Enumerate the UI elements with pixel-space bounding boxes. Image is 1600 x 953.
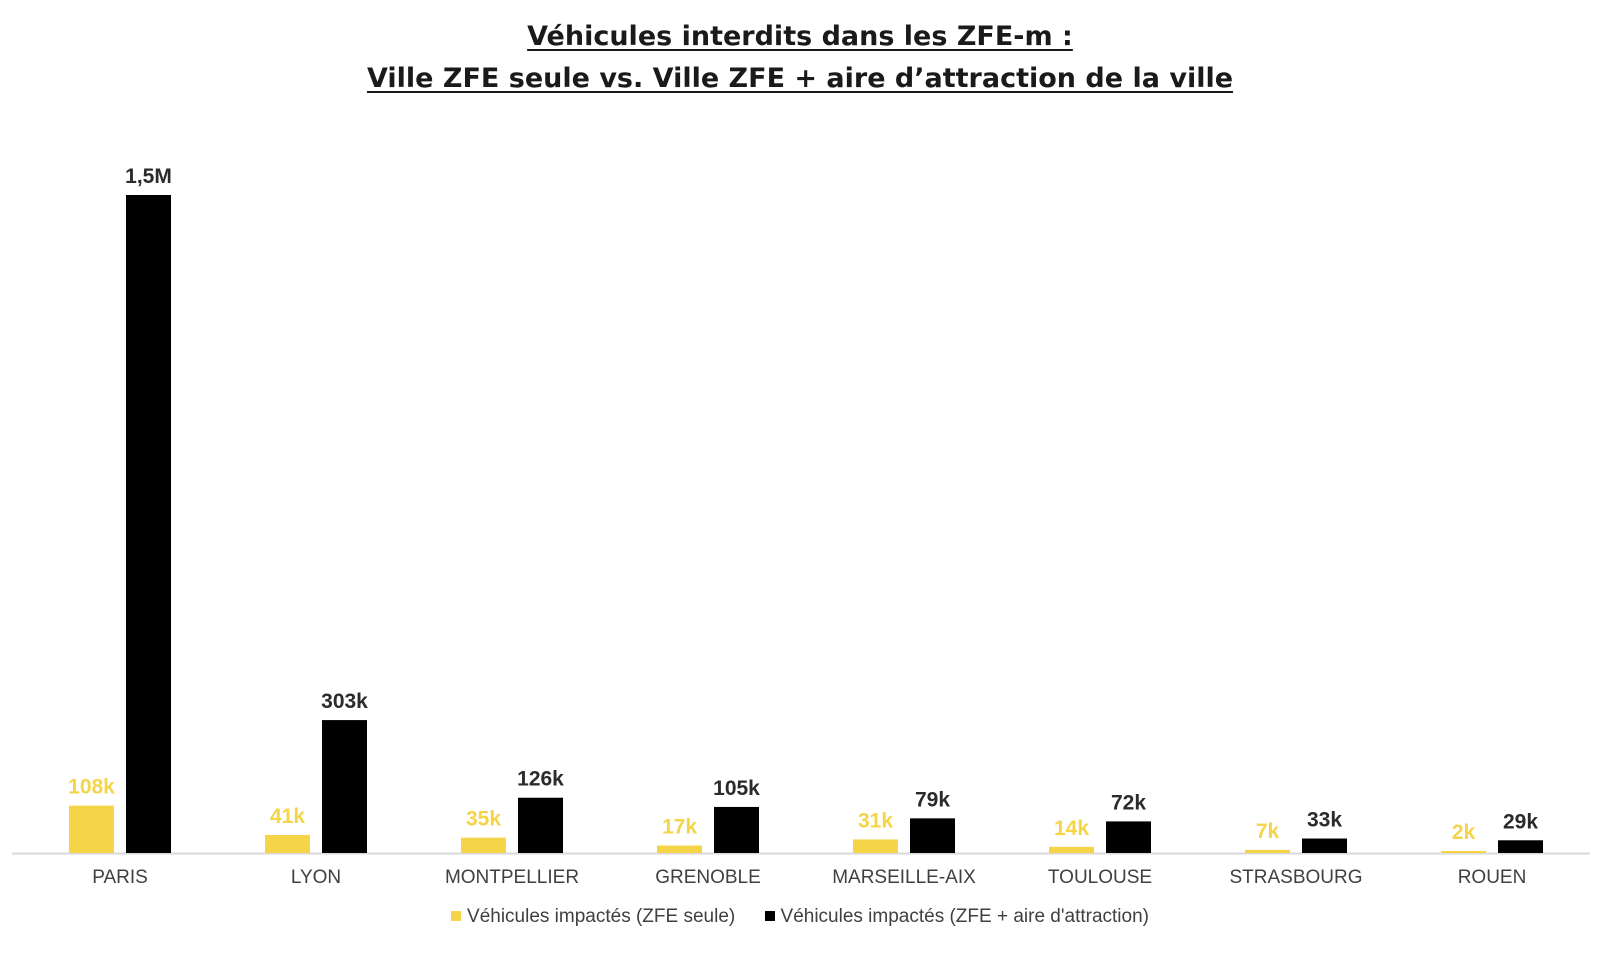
bar-aire-grenoble xyxy=(714,806,759,853)
data-label-aire-grenoble: 105k xyxy=(713,777,760,800)
legend-label-aire: Véhicules impactés (ZFE + aire d'attract… xyxy=(780,906,1149,927)
data-label-zfe-marseille-aix: 31k xyxy=(858,809,893,832)
category-label-lyon: LYON xyxy=(291,867,341,888)
bar-aire-paris xyxy=(126,195,171,853)
data-label-aire-marseille-aix: 79k xyxy=(915,788,950,811)
bar-aire-toulouse xyxy=(1106,821,1151,853)
category-label-marseille-aix: MARSEILLE-AIX xyxy=(832,867,976,888)
bar-zfe-marseille-aix xyxy=(853,839,898,853)
bar-aire-strasbourg xyxy=(1302,838,1347,853)
bar-zfe-toulouse xyxy=(1049,846,1094,853)
bar-zfe-rouen xyxy=(1441,851,1486,853)
category-label-toulouse: TOULOUSE xyxy=(1048,867,1152,888)
bar-zfe-strasbourg xyxy=(1245,849,1290,853)
chart-title-line-2: Ville ZFE seule vs. Ville ZFE + aire d’a… xyxy=(366,63,1234,94)
data-label-zfe-toulouse: 14k xyxy=(1054,817,1089,840)
data-label-aire-rouen: 29k xyxy=(1503,810,1538,833)
data-label-zfe-montpellier: 35k xyxy=(466,808,501,831)
bar-aire-montpellier xyxy=(518,797,563,853)
legend-item-aire: Véhicules impactés (ZFE + aire d'attract… xyxy=(764,906,1149,928)
legend-swatch-aire xyxy=(764,911,775,921)
bar-zfe-montpellier xyxy=(461,837,506,853)
category-label-strasbourg: STRASBOURG xyxy=(1229,867,1362,888)
data-label-aire-paris: 1,5M xyxy=(125,165,172,188)
data-label-zfe-paris: 108k xyxy=(68,776,115,799)
bar-zfe-paris xyxy=(69,805,114,853)
bar-aire-rouen xyxy=(1498,840,1543,853)
category-label-montpellier: MONTPELLIER xyxy=(445,867,579,888)
data-label-aire-montpellier: 126k xyxy=(517,768,564,791)
bar-zfe-lyon xyxy=(265,835,310,853)
category-label-rouen: ROUEN xyxy=(1458,867,1527,888)
bar-aire-lyon xyxy=(322,720,367,853)
chart-legend: Véhicules impactés (ZFE seule) Véhicules… xyxy=(0,906,1600,928)
legend-item-zfe: Véhicules impactés (ZFE seule) xyxy=(451,906,735,928)
legend-swatch-zfe xyxy=(451,911,462,921)
data-label-aire-toulouse: 72k xyxy=(1111,791,1146,814)
bar-aire-marseille-aix xyxy=(910,818,955,853)
data-label-zfe-rouen: 2k xyxy=(1452,821,1476,844)
data-label-zfe-strasbourg: 7k xyxy=(1256,820,1280,843)
data-label-zfe-lyon: 41k xyxy=(270,805,305,828)
chart-title: Véhicules interdits dans les ZFE-m : Vil… xyxy=(0,16,1600,100)
bar-zfe-grenoble xyxy=(657,845,702,853)
data-label-aire-strasbourg: 33k xyxy=(1307,809,1342,832)
data-label-zfe-grenoble: 17k xyxy=(662,816,697,839)
chart-title-line-1: Véhicules interdits dans les ZFE-m : xyxy=(527,21,1073,52)
data-label-aire-lyon: 303k xyxy=(321,690,368,713)
category-label-paris: PARIS xyxy=(92,867,148,888)
category-label-grenoble: GRENOBLE xyxy=(655,867,761,888)
legend-label-zfe: Véhicules impactés (ZFE seule) xyxy=(467,906,736,927)
